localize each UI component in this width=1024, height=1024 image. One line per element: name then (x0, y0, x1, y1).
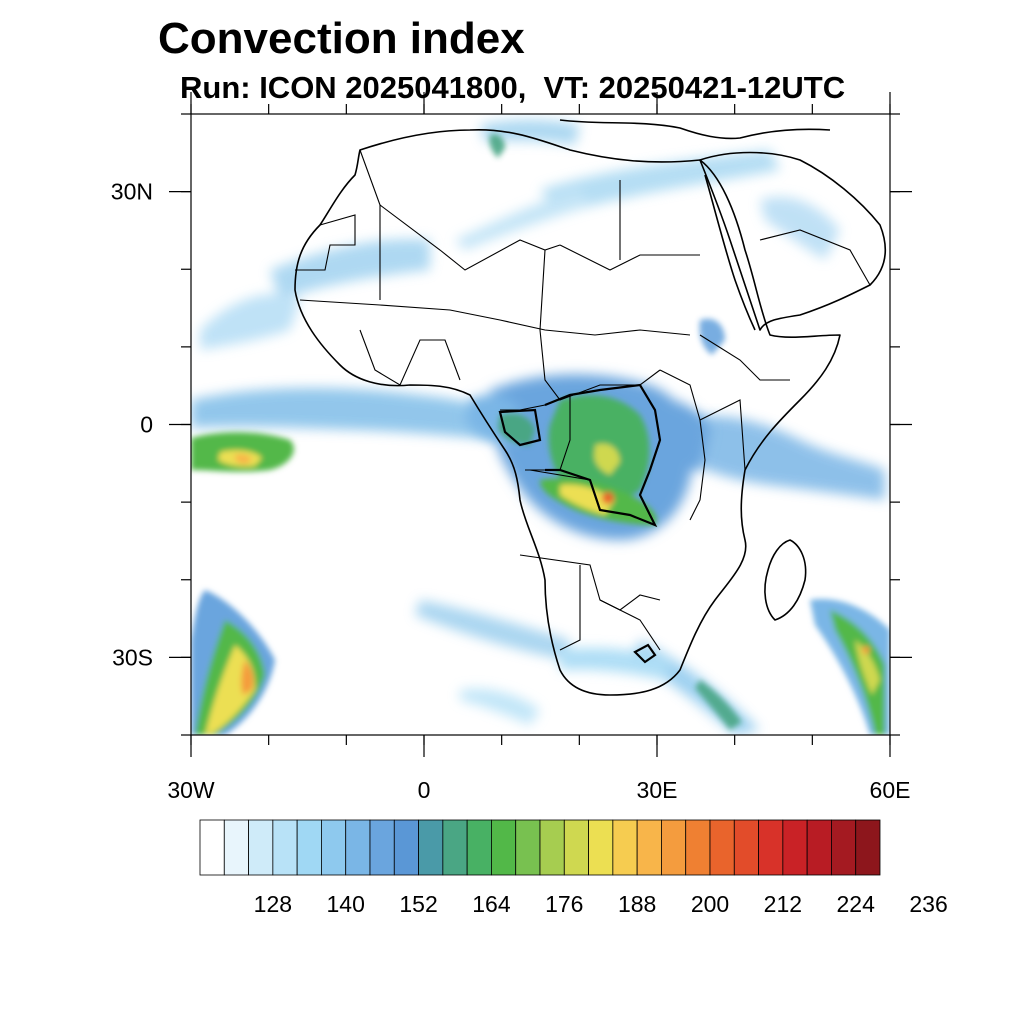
colorbar-swatch (296, 819, 322, 876)
madagascar-coast (764, 539, 807, 621)
lat-tick-label: 30S (112, 644, 153, 670)
border-gabon-bold (498, 408, 542, 447)
border-kenya (699, 399, 746, 471)
coastlines (294, 119, 886, 696)
field-band-south-atlantic (415, 600, 570, 660)
colorbar-swatch (588, 819, 614, 876)
colorbar-boxes (199, 819, 881, 876)
convection-field (191, 119, 890, 735)
colorbar-label: 128 (254, 891, 292, 917)
africa-coastline (294, 128, 841, 696)
axis-ticks (169, 92, 912, 757)
colorbar-swatch (393, 819, 419, 876)
field-band-east-africa (680, 416, 885, 500)
border-lesotho-bold (633, 643, 657, 664)
colorbar-swatch (758, 819, 784, 876)
colorbar-swatch (806, 819, 832, 876)
border-ethiopia (699, 334, 790, 381)
colorbar-swatch (223, 819, 249, 876)
lon-tick-label: 60E (870, 777, 911, 800)
axis-tick-labels: 30W 0 30E 60E 30N 0 30S (111, 179, 911, 800)
border-west-africa (359, 329, 461, 386)
colorbar-label: 236 (909, 891, 947, 917)
colorbar-label: 140 (327, 891, 365, 917)
arabia-coast (699, 151, 886, 331)
colorbar-swatch (515, 819, 541, 876)
colorbar-label: 176 (545, 891, 583, 917)
field-band-itcz (191, 388, 520, 440)
colorbar-swatch (685, 819, 711, 876)
field-sw-front-yellow (205, 645, 256, 735)
field-band-southwest (460, 688, 540, 725)
field-band-atlantic-north (200, 294, 300, 350)
field-ethiopia-blue (699, 318, 725, 355)
colorbar-label: 200 (691, 891, 729, 917)
colorbar-swatch (321, 819, 347, 876)
highlight-borders (498, 383, 662, 664)
colorbar-label: 188 (618, 891, 656, 917)
field-sw-front-orange (241, 660, 254, 695)
border-drc-bold (544, 383, 662, 528)
field-gabon-green (498, 413, 535, 445)
lat-tick-label: 0 (140, 412, 153, 438)
colorbar-swatch (345, 819, 371, 876)
field-se-band-yellow (855, 640, 880, 695)
field-se-band-green (830, 610, 885, 735)
border-east (659, 369, 706, 521)
colorbar-label: 152 (399, 891, 437, 917)
colorbar-swatch (491, 819, 517, 876)
colorbar-swatch (418, 819, 444, 876)
lon-tick-label: 30W (167, 777, 215, 800)
mediterranean-north-coast (559, 119, 831, 140)
colorbar-swatch (442, 819, 468, 876)
colorbar-swatch (831, 819, 857, 876)
field-band-mediterranean (480, 119, 580, 145)
run-subtitle: Run: ICON 2025041800, VT: 20250421-12UTC (180, 70, 846, 105)
colorbar-label: 212 (764, 891, 802, 917)
colorbar-swatch (369, 819, 395, 876)
border-sahel (299, 299, 691, 336)
border-sahara-2 (559, 244, 700, 271)
colorbar-swatch (709, 819, 735, 876)
colorbar-swatch (563, 819, 589, 876)
lat-tick-label: 30N (111, 179, 153, 205)
red-sea-west-coast (704, 174, 756, 331)
field-band-sahara (455, 190, 590, 250)
convection-map: 30W 0 30E 60E 30N 0 30S (111, 92, 912, 800)
lon-tick-label: 0 (418, 777, 431, 800)
colorbar-swatch (782, 819, 808, 876)
border-arabia-inner (759, 229, 871, 286)
colorbar-swatch (733, 819, 759, 876)
field-congo-yellow (594, 443, 620, 475)
field-band-south-africa (560, 648, 670, 680)
colorbar-swatch (248, 819, 274, 876)
colorbar-label: 224 (837, 891, 876, 917)
border-namibia (559, 565, 581, 651)
colorbar-labels: 128 140 152 164 176 188 200 212 224 236 (254, 891, 948, 917)
field-atlantic-cell-hot (235, 454, 252, 464)
colorbar-swatch (612, 819, 638, 876)
field-band-west-sahara (270, 239, 430, 300)
colorbar-swatch (539, 819, 565, 876)
colorbar-label: 164 (472, 891, 511, 917)
field-northwest-green (489, 134, 505, 158)
lon-tick-label: 30E (637, 777, 678, 800)
colorbar-swatch (272, 819, 298, 876)
border-botswana (599, 599, 661, 651)
colorbar-swatch (466, 819, 492, 876)
colorbar-swatch (199, 819, 225, 876)
field-band-arabia (760, 196, 840, 260)
field-band-north-africa (540, 150, 780, 215)
field-lake-victoria (650, 399, 710, 470)
field-angola-yellow (560, 484, 615, 515)
field-se-band-hot (862, 646, 870, 654)
colorbar-swatch (855, 819, 881, 876)
chart-title: Convection index (158, 14, 525, 63)
field-mozambique-green (695, 680, 742, 730)
colorbar-swatch (636, 819, 662, 876)
field-hotspot (602, 492, 614, 504)
border-west-sahara (295, 214, 356, 271)
colorbar-swatch (661, 819, 687, 876)
country-borders (295, 149, 871, 651)
